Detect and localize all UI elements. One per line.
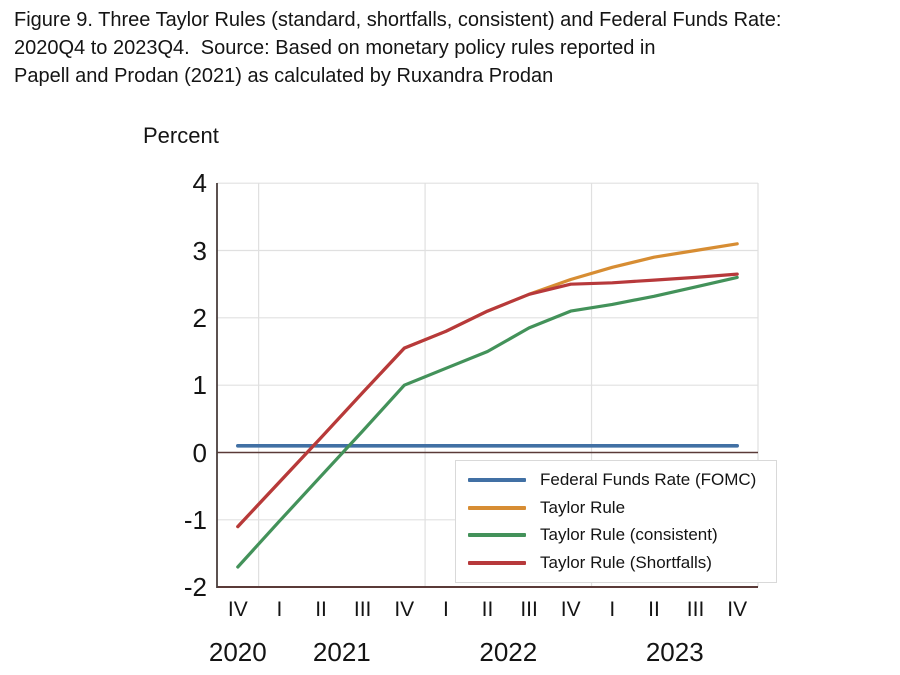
x-tick-label-2022q3: III [520, 598, 538, 621]
legend-line-swatch-icon [468, 561, 526, 566]
series-line-taylor-rule-consistent [236, 275, 739, 569]
x-tick-label-2022q2: II [481, 598, 494, 621]
x-year-label-2020: 2020 [208, 637, 267, 667]
legend-label: Federal Funds Rate (FOMC) [540, 469, 757, 489]
legend-line-swatch-icon [468, 533, 526, 538]
legend-line-swatch-icon [468, 505, 526, 510]
x-year-label-2023: 2023 [645, 637, 704, 667]
x-year-label-2021: 2021 [312, 637, 371, 667]
x-tick-label-2021q4: IV [394, 598, 415, 621]
y-tick-label-3: 3 [192, 235, 207, 266]
legend-line-swatch-icon [468, 477, 526, 482]
y-tick-label-4: 4 [192, 168, 207, 199]
y-tick-label-1: 1 [192, 370, 207, 401]
x-year-label-2022: 2022 [479, 637, 538, 667]
x-tick-label-2021q3: III [353, 598, 372, 621]
y-axis-title: Percent [143, 123, 219, 148]
x-tick-label-2021q1: I [276, 598, 283, 621]
x-tick-label-2022q1: I [442, 598, 449, 621]
y-tick-label-0: 0 [192, 437, 207, 468]
legend-item-federal-funds-rate-fomc: Federal Funds Rate (FOMC) [468, 467, 772, 493]
legend-label: Taylor Rule (Shortfalls) [540, 553, 712, 573]
x-tick-label-2023q3: III [686, 598, 705, 621]
x-tick-label-2023q1: I [609, 598, 616, 621]
figure-title-line-2: 2020Q4 to 2023Q4. Source: Based on monet… [14, 37, 656, 59]
legend-item-taylor-rule: Taylor Rule [468, 495, 772, 521]
legend-item-taylor-rule-shortfalls: Taylor Rule (Shortfalls) [468, 550, 772, 576]
series-line-taylor-rule-shortfalls [236, 272, 739, 529]
legend-item-taylor-rule-consistent: Taylor Rule (consistent) [468, 522, 772, 548]
x-tick-label-2023q2: II [648, 598, 660, 621]
figure-title-line-3: Papell and Prodan (2021) as calculated b… [14, 65, 554, 87]
x-tick-label-2021q2: II [315, 598, 327, 621]
legend-label: Taylor Rule (consistent) [540, 525, 718, 545]
y-tick-label-2: 2 [192, 302, 207, 333]
legend-label: Taylor Rule [540, 497, 626, 517]
y-tick-label--2: -2 [183, 572, 207, 603]
x-tick-label-2020q4: IV [227, 598, 248, 621]
figure-title-line-1: Figure 9. Three Taylor Rules (standard, … [14, 9, 782, 31]
chart-legend: Federal Funds Rate (FOMC) Taylor Rule Tayl… [455, 460, 777, 583]
figure-title: Figure 9. Three Taylor Rules (standard, … [14, 6, 781, 90]
x-tick-label-2023q4: IV [727, 598, 748, 621]
y-tick-label--1: -1 [183, 504, 207, 535]
x-tick-label-2022q4: IV [560, 598, 581, 621]
